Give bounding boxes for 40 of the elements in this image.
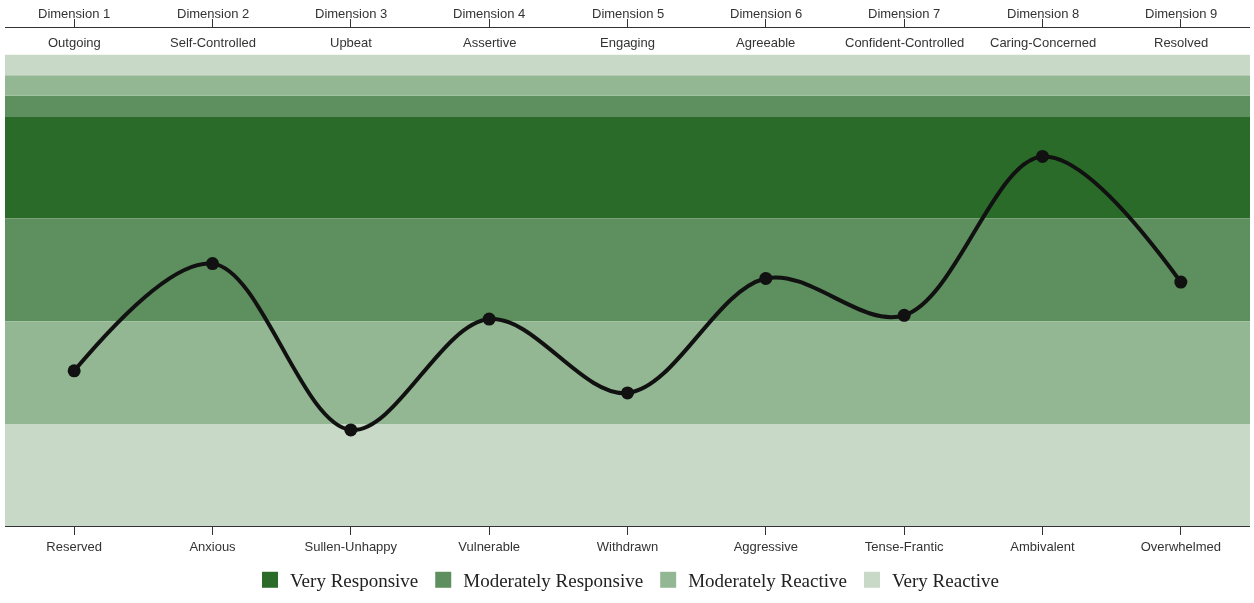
point <box>344 423 358 437</box>
text: Dimension 1 <box>38 6 111 21</box>
point <box>1174 275 1188 289</box>
text: Confident-Controlled <box>845 35 965 50</box>
text: Outgoing <box>48 35 101 50</box>
text: Upbeat <box>330 35 373 50</box>
text: Dimension 4 <box>453 6 526 21</box>
point <box>897 308 911 322</box>
point <box>482 312 496 326</box>
x-tick-label: Tense-Frantic <box>864 538 945 554</box>
x-tick-label: Reserved <box>46 538 102 554</box>
text: Dimension 5 <box>592 6 665 21</box>
legend-label: Moderately Responsive <box>463 570 644 592</box>
x-tick-label: Sullen-Unhappy <box>304 538 398 554</box>
point <box>67 364 81 378</box>
legend-label: Very Reactive <box>891 570 1000 592</box>
text: Agreeable <box>736 35 796 50</box>
text: Caring-Concerned <box>990 35 1097 50</box>
legend-label: Moderately Reactive <box>688 570 847 592</box>
text: Dimension 9 <box>1145 6 1218 21</box>
legend-label: Very Responsive <box>290 570 419 592</box>
text: Dimension 2 <box>177 6 250 21</box>
text: Dimension 8 <box>1007 6 1080 21</box>
text: Engaging <box>600 35 655 50</box>
x-tick-label: Ambivalent <box>1010 538 1076 554</box>
point <box>206 257 219 271</box>
point <box>1036 149 1049 163</box>
text: Dimension 6 <box>730 6 803 21</box>
text: Self-Controlled <box>170 35 256 50</box>
point <box>759 271 773 285</box>
x-tick-label: Withdrawn <box>596 538 659 554</box>
text: Assertive <box>463 35 517 50</box>
text: Dimension 3 <box>315 6 388 21</box>
text: Resolved <box>1154 35 1209 50</box>
text: Dimension 7 <box>868 6 941 21</box>
x-tick-label: Overwhelmed <box>1140 538 1221 554</box>
x-tick-label: Aggressive <box>733 538 798 554</box>
point <box>621 386 634 400</box>
x-tick-label: Vulnerable <box>458 538 521 554</box>
x-tick-label: Anxious <box>189 538 237 554</box>
